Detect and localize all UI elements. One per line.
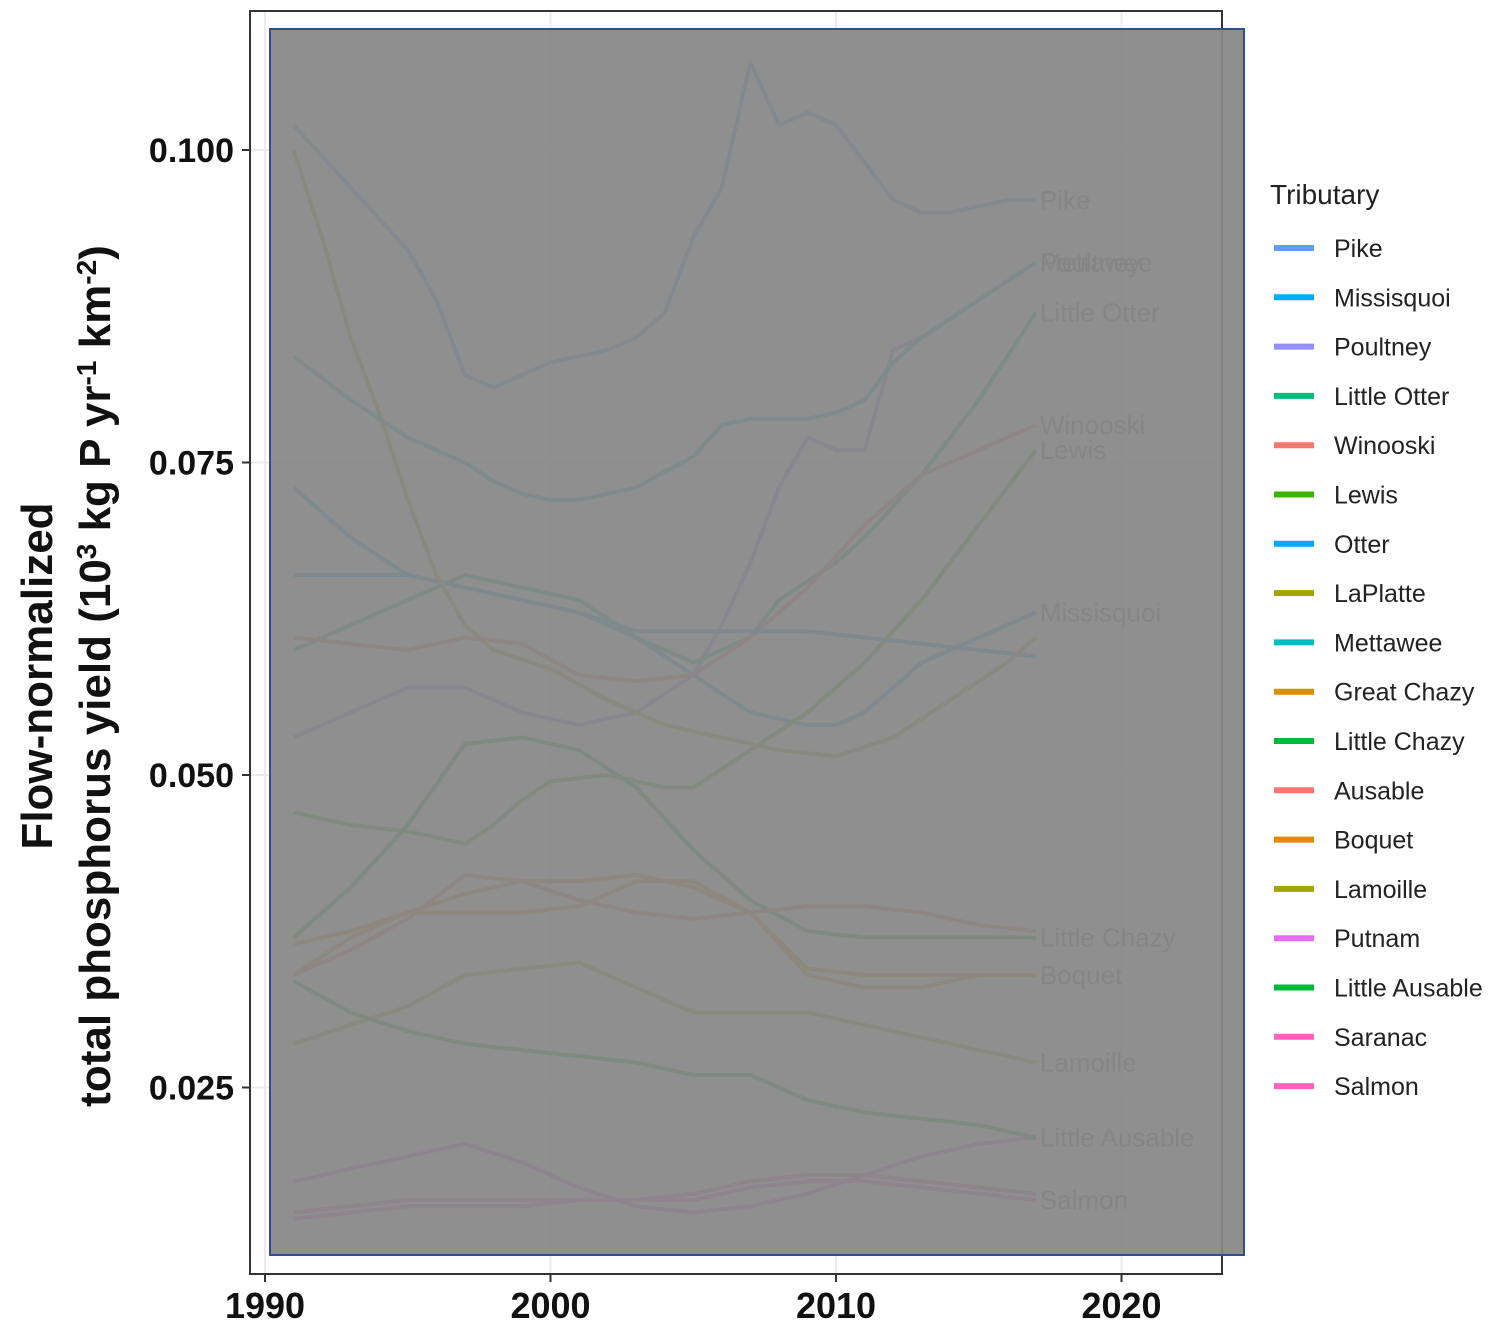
legend-title: Tributary [1270, 179, 1379, 210]
legend-label-salmon: Salmon [1334, 1073, 1419, 1101]
x-tick-label-1990: 1990 [225, 1285, 305, 1326]
y-axis-title-sup-3: -2 [71, 260, 102, 285]
tick-labels: 1990 2000 2010 2020 0.025 0.050 0.075 0.100 [149, 132, 1162, 1326]
y-axis-title-sup-2: -1 [71, 361, 102, 386]
x-tick-label-2020: 2020 [1081, 1285, 1161, 1326]
legend-label-missisquoi: Missisquoi [1334, 284, 1451, 312]
legend-label-great-chazy: Great Chazy [1334, 679, 1475, 707]
legend-label-little-otter: Little Otter [1334, 383, 1449, 411]
x-tick-label-2000: 2000 [510, 1285, 590, 1326]
y-tick-label-0-100: 0.100 [149, 132, 234, 170]
legend-label-putnam: Putnam [1334, 925, 1420, 953]
y-axis-title-part-a: total phosphorus yield (10 [71, 559, 120, 1107]
y-axis-title-part-d: ) [71, 245, 120, 260]
legend-label-little-ausable: Little Ausable [1334, 975, 1483, 1003]
legend-label-boquet: Boquet [1334, 827, 1413, 855]
y-axis-title-part-c: km [71, 285, 120, 361]
legend-label-poultney: Poultney [1334, 334, 1432, 362]
y-tick-label-0-075: 0.075 [149, 445, 234, 483]
y-axis-title-sup-1: 3 [71, 544, 102, 560]
x-tick-label-2010: 2010 [796, 1285, 876, 1326]
y-tick-label-0-025: 0.025 [149, 1070, 234, 1108]
legend-label-saranac: Saranac [1334, 1024, 1427, 1052]
legend-label-mettawee: Mettawee [1334, 629, 1442, 657]
legend-label-otter: Otter [1334, 531, 1390, 559]
legend-label-lamoille: Lamoille [1334, 876, 1427, 904]
y-axis-title-part-b: kg P yr [71, 385, 120, 543]
legend: Tributary Pike Missisquoi Poultney Little O… [1270, 179, 1483, 1101]
legend-label-ausable: Ausable [1334, 777, 1424, 805]
axis-ticks [242, 149, 1123, 1282]
gray-overlay-box [269, 28, 1245, 1256]
y-axis-title-line2: total phosphorus yield (103 kg P yr-1 km… [71, 245, 120, 1107]
legend-label-winooski: Winooski [1334, 432, 1435, 460]
legend-label-little-chazy: Little Chazy [1334, 728, 1465, 756]
legend-label-pike: Pike [1334, 235, 1383, 263]
legend-label-lewis: Lewis [1334, 482, 1398, 510]
legend-items: Pike Missisquoi Poultney Little Otter Winoos… [1274, 235, 1483, 1101]
y-tick-label-0-050: 0.050 [149, 757, 234, 795]
legend-label-laplatte: LaPlatte [1334, 580, 1426, 608]
y-axis-title-line1: Flow-normalized [13, 502, 62, 849]
